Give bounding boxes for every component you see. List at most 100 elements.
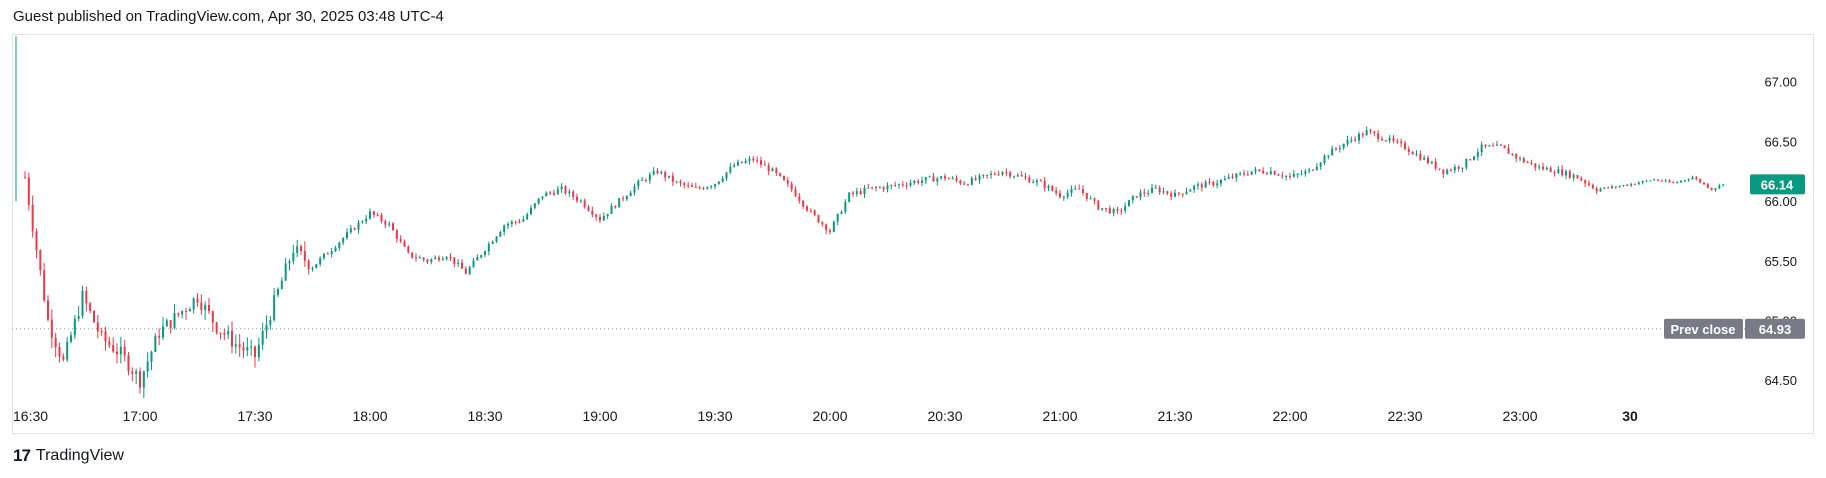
candle-body <box>89 303 92 311</box>
candle-body <box>1457 166 1460 169</box>
candle-body <box>1346 139 1349 144</box>
candle-body <box>1120 210 1123 212</box>
candle-body <box>875 187 877 189</box>
time-tick-label: 17:00 <box>122 408 157 424</box>
candle-body <box>403 241 406 247</box>
candle-body <box>1522 158 1525 163</box>
candle-body <box>1097 200 1100 210</box>
time-tick-label: 17:30 <box>237 408 272 424</box>
candle-body <box>1043 180 1046 188</box>
candle-body <box>1676 182 1679 184</box>
candle-body <box>794 189 797 197</box>
candle-body <box>438 257 440 261</box>
time-tick-label: 16:30 <box>13 408 48 424</box>
candle-body <box>1304 171 1307 174</box>
candle-body <box>1131 196 1134 201</box>
candle-body <box>1036 180 1038 183</box>
candle-body <box>702 188 705 190</box>
candle-body <box>1239 173 1242 175</box>
candle-body <box>1085 192 1088 199</box>
candle-body <box>449 257 452 259</box>
candle-body <box>901 184 904 186</box>
candle-body <box>882 187 885 190</box>
candle-body <box>35 231 38 251</box>
footer-brand[interactable]: 17 TradingView <box>13 446 124 466</box>
candle-body <box>188 309 191 312</box>
candle-body <box>553 192 555 195</box>
candle-body <box>242 347 245 351</box>
candle-body <box>1093 198 1096 201</box>
candle-body <box>1082 189 1084 193</box>
candle-body <box>1377 133 1380 139</box>
candle-body <box>495 236 498 242</box>
candle-body <box>231 331 233 347</box>
candle-body <box>1285 175 1288 177</box>
candle-body <box>917 181 920 183</box>
candle-body <box>687 185 690 187</box>
candle-body <box>1170 193 1173 197</box>
candle-body <box>1480 144 1483 153</box>
candle-body <box>461 262 463 269</box>
candle-body <box>748 158 751 161</box>
candle-body <box>1565 171 1567 176</box>
time-tick-label: 30 <box>1622 408 1638 424</box>
candle-body <box>1465 158 1468 168</box>
candle-body <box>1492 145 1495 147</box>
candle-body <box>1461 167 1464 169</box>
time-axis: 16:30 17:00 17:30 18:00 18:30 19:00 19:30 20:00… <box>13 408 1638 424</box>
candle-body <box>434 257 437 260</box>
candle-body <box>683 183 686 186</box>
published-header: Guest published on TradingView.com, Apr … <box>13 8 444 25</box>
candle-body <box>1089 198 1092 200</box>
candle-body <box>549 192 552 194</box>
candle-body <box>852 192 854 194</box>
candle-body <box>595 214 598 217</box>
candle-body <box>855 191 858 194</box>
candle-body <box>583 200 586 208</box>
candle-body <box>139 371 141 388</box>
candle-body <box>1419 153 1422 160</box>
candle-body <box>1415 153 1418 155</box>
candle-body <box>1641 181 1644 183</box>
candle-body <box>1649 180 1652 182</box>
candle-body <box>1223 178 1226 181</box>
candle-body <box>487 243 490 252</box>
candle-body <box>50 319 53 338</box>
candle-body <box>1308 169 1311 172</box>
candle-body <box>162 326 164 338</box>
time-tick-label: 19:00 <box>582 408 617 424</box>
candle-body <box>832 221 835 232</box>
candle-body <box>1327 155 1330 157</box>
candle-body <box>1557 169 1560 174</box>
candle-body <box>265 324 268 331</box>
candle-body <box>1208 181 1211 183</box>
candle-body <box>928 176 931 178</box>
candle-body <box>932 176 935 182</box>
candle-body <box>491 241 494 244</box>
candle-body <box>1427 157 1429 164</box>
time-tick-label: 22:30 <box>1387 408 1422 424</box>
candle-body <box>1319 162 1322 167</box>
candle-body <box>181 311 184 315</box>
candle-body <box>556 189 559 195</box>
candle-body <box>924 177 927 181</box>
candle-body <box>1062 196 1065 198</box>
candle-body <box>560 186 563 190</box>
candle-body <box>1603 187 1606 189</box>
candle-body <box>507 223 509 226</box>
candle-body <box>1384 140 1387 142</box>
candle-body <box>1250 171 1253 175</box>
candle-body <box>844 201 847 212</box>
candle-body <box>1193 185 1196 190</box>
chart-frame[interactable] <box>12 34 1814 434</box>
candle-body <box>859 191 862 194</box>
badges-layer: 66.14 Prev close 64.93 <box>1664 174 1805 339</box>
candle-body <box>1174 192 1176 197</box>
candle-body <box>1496 144 1498 146</box>
candle-body <box>537 198 540 204</box>
candle-body <box>300 246 302 252</box>
candle-body <box>1576 175 1579 179</box>
time-tick-label: 19:30 <box>697 408 732 424</box>
candle-body <box>1289 175 1291 177</box>
